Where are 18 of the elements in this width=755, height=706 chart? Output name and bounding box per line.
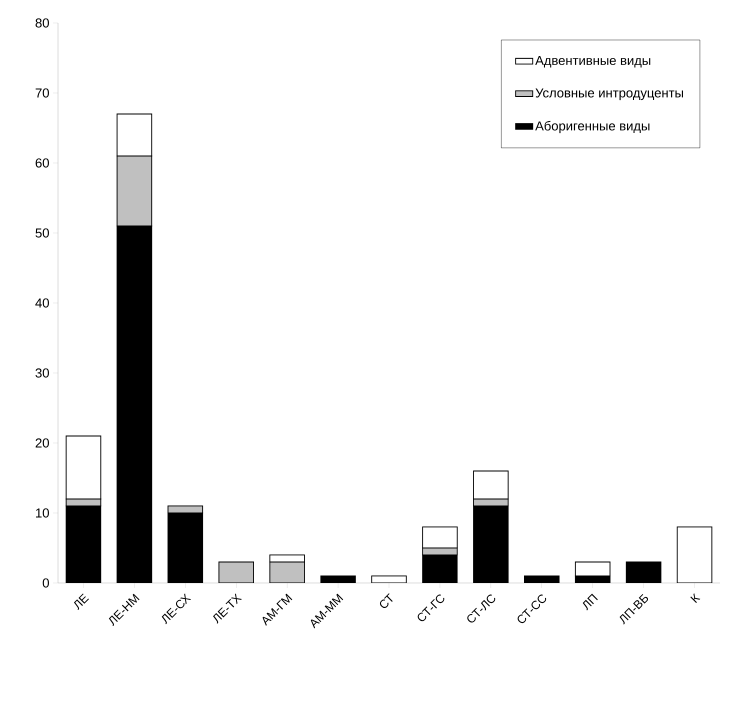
x-tick-label: ЛП xyxy=(582,594,598,610)
y-tick-label: 70 xyxy=(36,88,49,98)
legend-label: Адвентивные виды xyxy=(535,56,650,68)
y-tick-label: 60 xyxy=(36,158,49,168)
legend-label: Аборигенные виды xyxy=(535,120,650,134)
x-tick-label: ЛЕ xyxy=(74,594,89,610)
y-tick-label: 10 xyxy=(36,508,49,518)
y-tick-label: 80 xyxy=(36,18,49,28)
y-tick-label: 0 xyxy=(42,578,49,588)
bar xyxy=(320,576,356,583)
x-tick-label: СТ xyxy=(380,593,393,608)
y-tick-label: 20 xyxy=(36,438,49,448)
y-tick-label: 50 xyxy=(36,228,49,238)
bar xyxy=(626,562,662,583)
legend-label: Условные интродуценты xyxy=(536,88,684,100)
x-tick-label: К xyxy=(690,593,700,604)
y-tick-label: 40 xyxy=(35,298,49,308)
y-tick-label: 30 xyxy=(36,368,49,378)
